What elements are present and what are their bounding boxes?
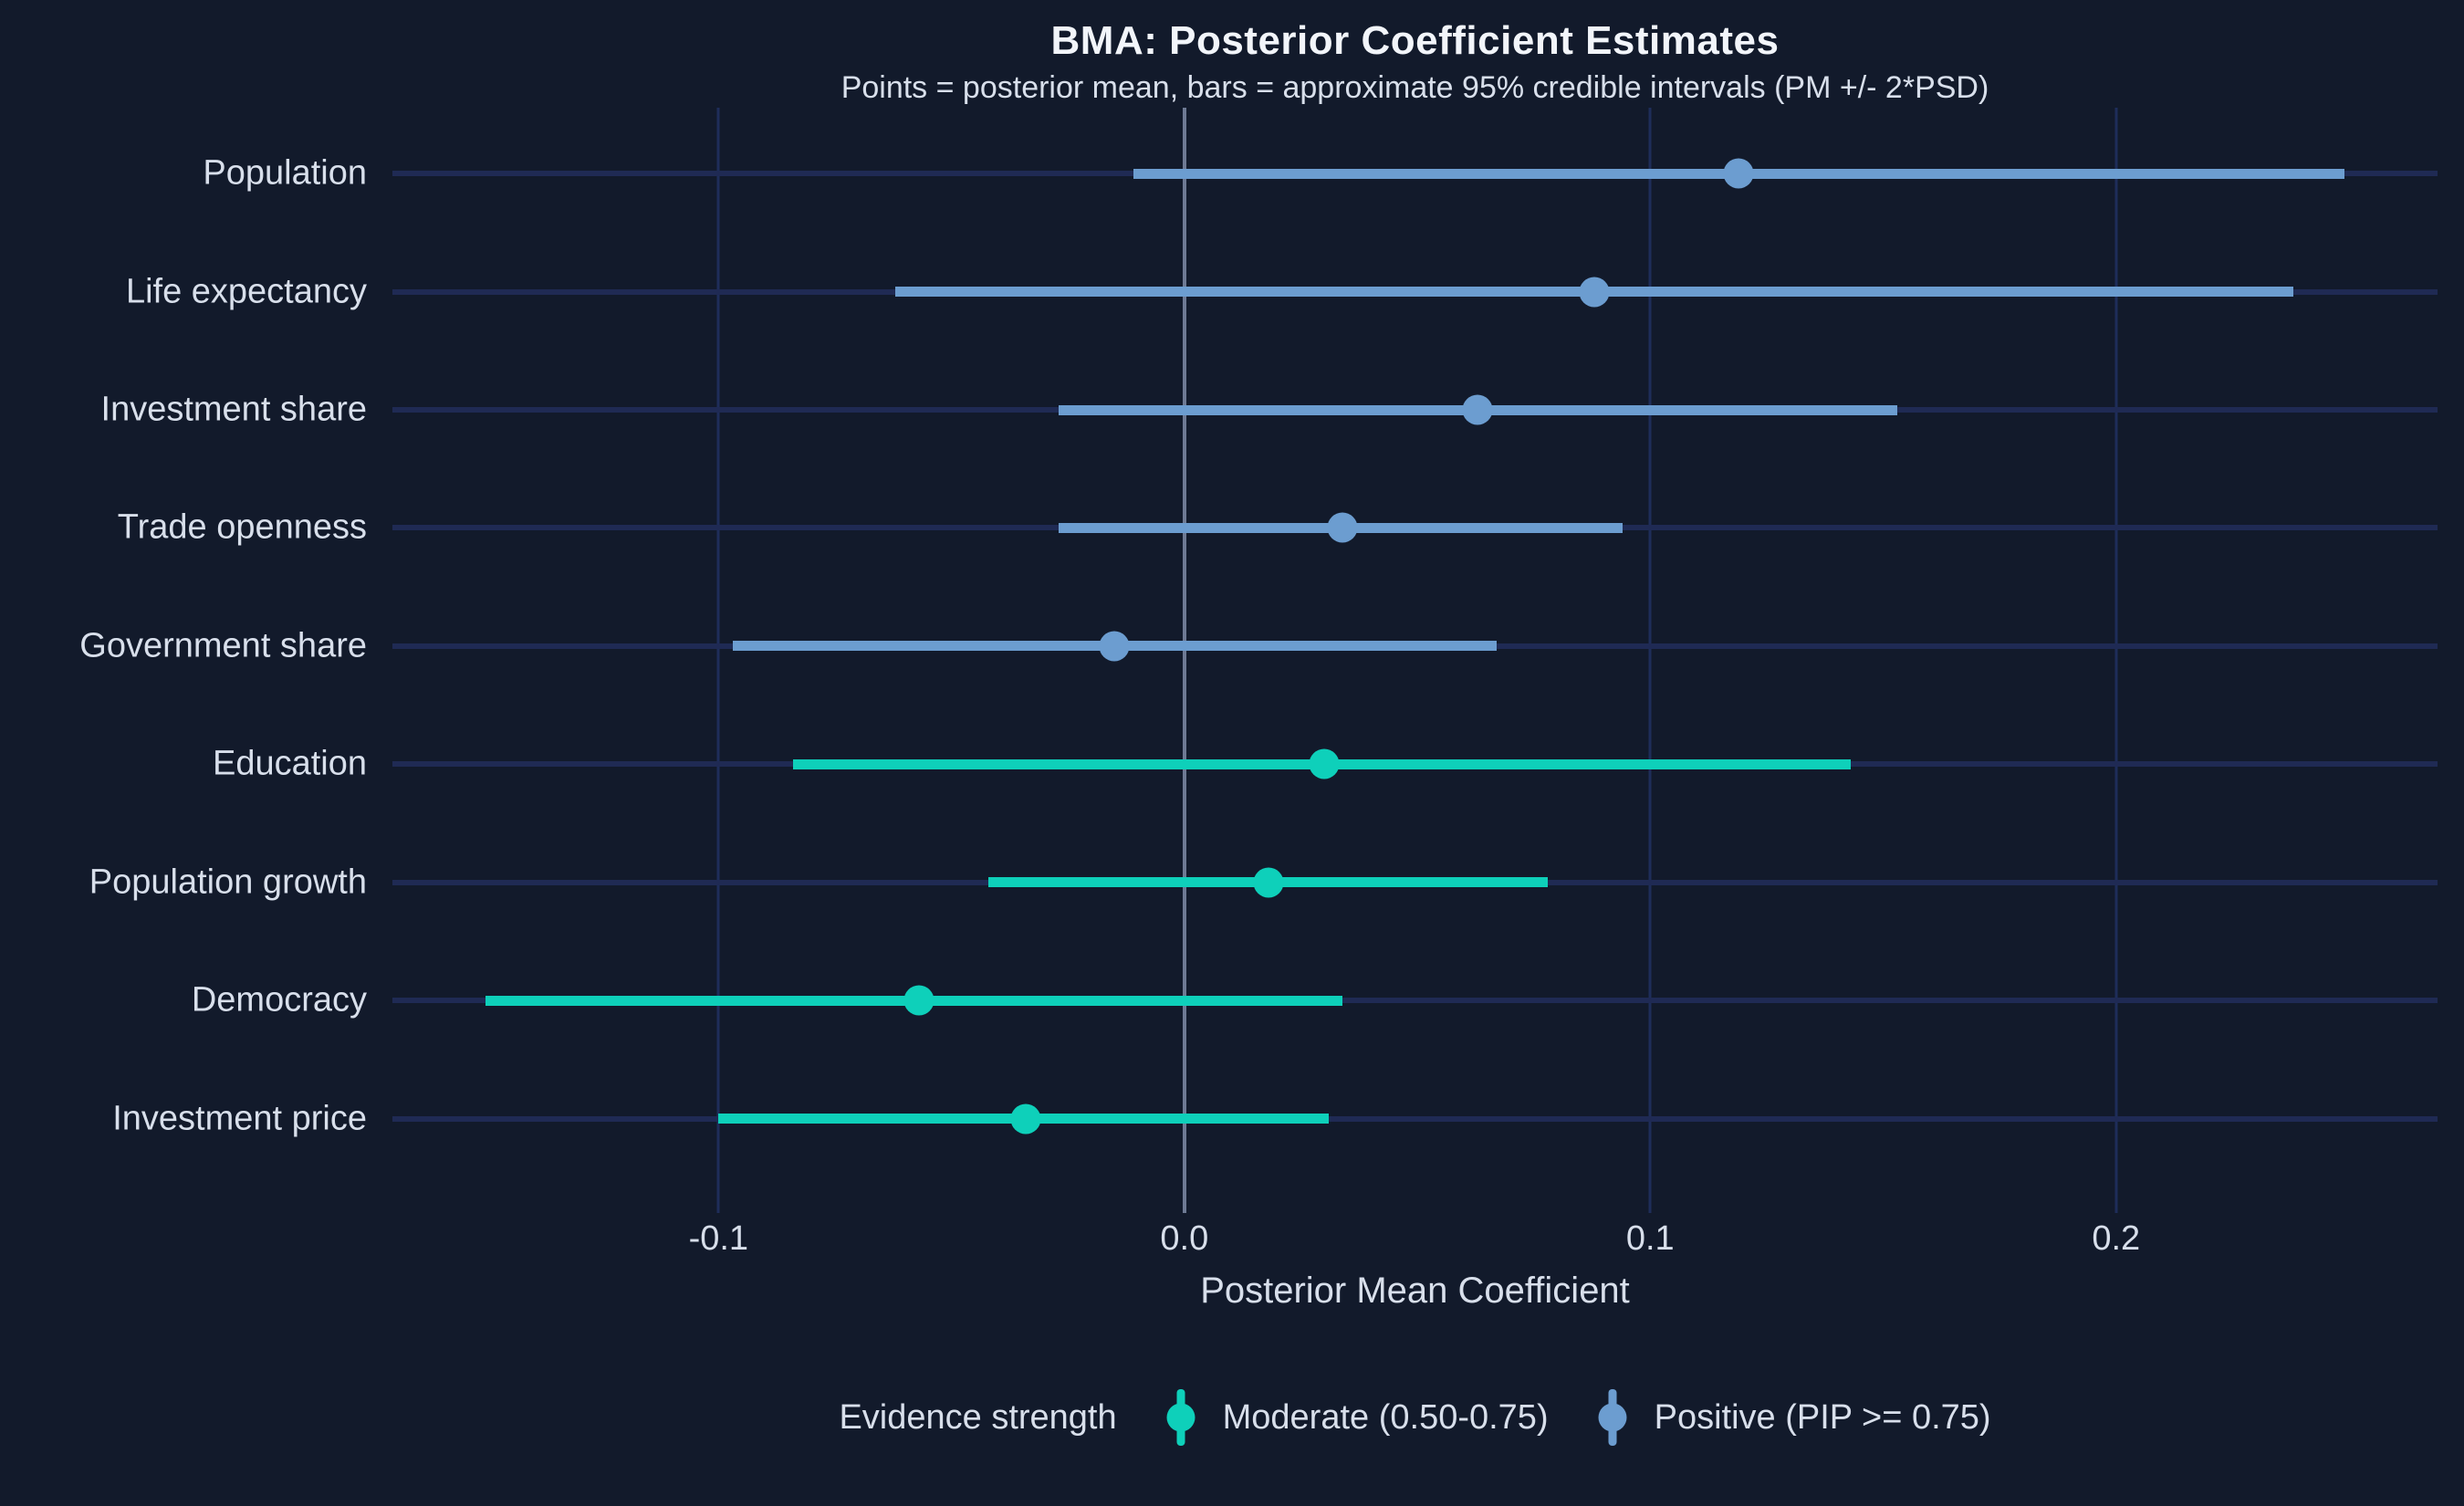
chart-subtitle: Points = posterior mean, bars = approxim…	[840, 70, 1989, 105]
y-axis-label: Population	[203, 153, 367, 193]
x-tick-strip	[392, 1189, 2438, 1213]
title-block: BMA: Posterior Coefficient Estimates Poi…	[392, 18, 2438, 106]
posterior-mean-point	[1010, 1103, 1041, 1134]
posterior-mean-point	[1723, 158, 1754, 189]
y-axis-label: Education	[212, 744, 367, 783]
x-tick	[1648, 1189, 1652, 1213]
positive-pointrange-icon	[1596, 1389, 1629, 1446]
x-tick-label: 0.0	[1160, 1219, 1209, 1258]
y-axis-label: Investment share	[100, 390, 367, 429]
x-tick-label: 0.1	[1625, 1219, 1675, 1258]
x-tick-label: -0.1	[688, 1219, 749, 1258]
x-tick-labels: -0.1 0.0 0.1 0.2	[392, 1219, 2438, 1263]
legend-item-moderate: Moderate (0.50-0.75)	[1164, 1389, 1549, 1446]
x-tick-label: 0.2	[2092, 1219, 2141, 1258]
y-axis-label: Population growth	[89, 863, 367, 902]
posterior-mean-point	[1099, 631, 1130, 662]
y-axis-labels: Population Life expectancy Investment shar…	[0, 108, 380, 1189]
legend-item-positive-label: Positive (PIP >= 0.75)	[1654, 1397, 1991, 1437]
row-gridline	[392, 1115, 2438, 1122]
posterior-mean-point	[1253, 867, 1284, 898]
x-tick	[716, 1189, 720, 1213]
y-axis-label: Investment price	[112, 1099, 367, 1137]
x-tick	[2114, 1189, 2118, 1213]
y-axis-label: Government share	[79, 626, 367, 665]
posterior-mean-point	[1309, 748, 1340, 779]
y-axis-label: Democracy	[191, 980, 367, 1020]
posterior-mean-point	[1327, 512, 1358, 543]
legend-item-positive: Positive (PIP >= 0.75)	[1596, 1389, 1991, 1446]
y-axis-label: Trade openness	[117, 507, 367, 547]
posterior-mean-point	[1579, 277, 1610, 308]
posterior-mean-point	[1462, 394, 1493, 425]
plot-area	[392, 108, 2438, 1189]
posterior-mean-point	[903, 985, 934, 1016]
moderate-pointrange-icon	[1164, 1389, 1197, 1446]
row-gridline	[392, 998, 2438, 1004]
x-axis-title: Posterior Mean Coefficient	[1200, 1271, 1630, 1311]
x-tick	[1182, 1189, 1186, 1213]
legend: Evidence strength Moderate (0.50-0.75) P…	[392, 1376, 2438, 1459]
y-axis-label: Life expectancy	[125, 272, 367, 311]
legend-title: Evidence strength	[839, 1397, 1117, 1437]
legend-item-moderate-label: Moderate (0.50-0.75)	[1222, 1397, 1549, 1437]
chart-title: BMA: Posterior Coefficient Estimates	[1050, 18, 1780, 63]
